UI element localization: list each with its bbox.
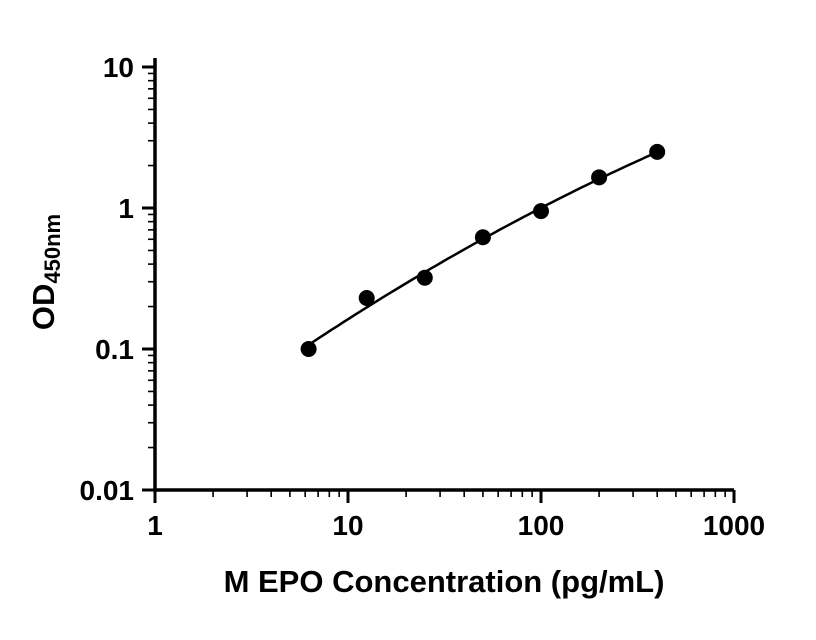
y-axis-title-subscript: 450nm <box>40 214 65 284</box>
y-tick-label: 10 <box>103 52 134 83</box>
data-point <box>591 169 608 186</box>
data-point <box>416 269 433 286</box>
data-point <box>474 229 491 246</box>
x-axis-title: M EPO Concentration (pg/mL) <box>224 564 665 599</box>
y-axis-title: OD450nm <box>26 214 65 330</box>
data-point <box>533 203 549 220</box>
x-tick-label: 100 <box>518 510 565 541</box>
x-tick-label: 1000 <box>703 510 765 541</box>
x-tick-label: 1 <box>147 510 163 541</box>
y-tick-label: 1 <box>118 193 134 224</box>
y-axis-title-main: OD <box>26 284 61 331</box>
plot-layer: 1 10 100 1000 0.01 0.1 1 10 <box>80 52 766 541</box>
data-point <box>358 289 375 306</box>
y-tick-label: 0.01 <box>80 475 135 506</box>
y-tick-label: 0.1 <box>95 334 134 365</box>
data-point <box>649 143 666 160</box>
x-tick-label: 10 <box>332 510 363 541</box>
data-point <box>300 341 317 357</box>
